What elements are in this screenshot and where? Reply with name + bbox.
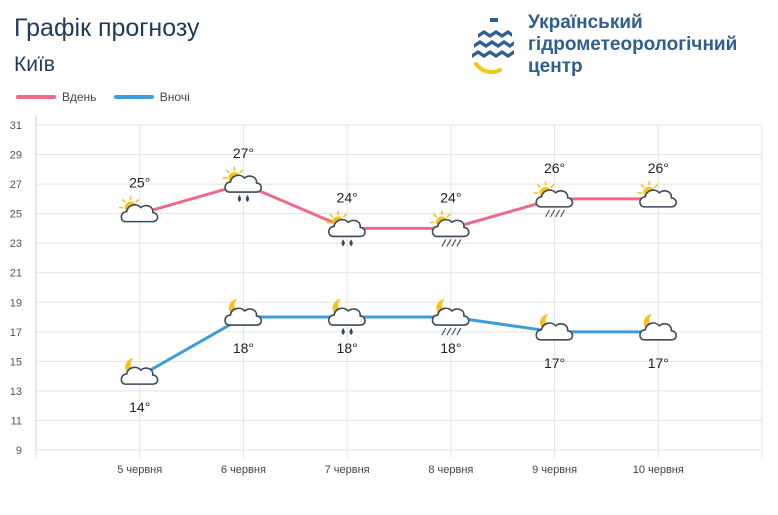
sun-ray	[654, 184, 658, 189]
moon-cloud-icon	[224, 299, 263, 326]
data-label: 18°	[233, 340, 254, 356]
legend-swatch-night	[113, 95, 154, 99]
y-tick-label: 27	[10, 179, 22, 191]
logo-text: Український гідрометеорологічний центр	[528, 12, 738, 77]
raindrop-icon	[245, 195, 250, 202]
cloud-icon	[639, 189, 677, 208]
drizzle-line	[555, 209, 561, 218]
data-label: 14°	[129, 399, 150, 415]
sun-cloud-rain-icon	[222, 166, 263, 202]
data-label: 24°	[440, 189, 461, 205]
raindrop-icon	[349, 327, 353, 335]
data-label: 24°	[337, 189, 358, 205]
drizzle-line	[550, 209, 556, 218]
page-title: Графік прогнозу	[14, 14, 200, 42]
legend-label-night: Вночі	[159, 90, 190, 104]
sun-ray	[342, 213, 347, 218]
drizzle-line	[451, 239, 457, 247]
data-label: 18°	[440, 340, 461, 356]
cloud-icon	[431, 218, 470, 238]
raindrop-icon	[341, 239, 345, 247]
drizzle-line	[545, 209, 551, 218]
data-label: 26°	[648, 160, 669, 176]
x-tick-label: 5 червня	[117, 464, 162, 476]
sun-ray	[225, 169, 230, 174]
cloud-icon	[327, 307, 366, 326]
legend-item-day[interactable]: Вдень	[16, 90, 96, 104]
cloud-icon	[120, 204, 159, 223]
cloud-icon	[224, 174, 263, 193]
sun-cloud-drizzle-icon	[533, 181, 574, 218]
sun-ray	[433, 213, 438, 218]
sun-ray	[536, 184, 541, 189]
sun-ray	[135, 199, 140, 203]
sun-ray	[640, 184, 645, 189]
sun-cloud-drizzle-icon	[430, 210, 470, 247]
sun-ray	[239, 169, 244, 174]
data-label: 18°	[337, 340, 358, 356]
series-line-night	[138, 315, 659, 378]
sun-ray	[446, 213, 451, 218]
y-tick-label: 13	[10, 386, 22, 398]
data-label: 17°	[648, 355, 669, 371]
y-tick-label: 11	[11, 415, 22, 427]
chart-legend: Вдень Вночі	[16, 88, 204, 104]
x-tick-label: 8 червня	[428, 464, 473, 476]
drizzle-line	[451, 327, 457, 336]
y-tick-label: 17	[10, 327, 22, 339]
drizzle-line	[441, 327, 447, 336]
y-tick-label: 15	[10, 356, 22, 368]
sun-cloud-icon	[637, 181, 677, 208]
raindrop-icon	[237, 195, 242, 202]
data-label: 17°	[544, 355, 565, 371]
sun-ray	[122, 199, 126, 203]
raindrop-icon	[341, 327, 345, 335]
drizzle-line	[456, 239, 462, 247]
cloud-icon	[224, 307, 263, 326]
moon-cloud-icon	[639, 313, 677, 341]
y-tick-label: 29	[10, 150, 22, 162]
y-tick-label: 31	[10, 120, 22, 132]
y-tick-label: 9	[16, 445, 22, 457]
moon-cloud-drizzle-icon	[431, 299, 470, 336]
legend-label-day: Вдень	[62, 90, 97, 104]
logo-drop-icon	[470, 14, 518, 76]
x-tick-label: 9 червня	[532, 464, 577, 476]
drizzle-line	[446, 239, 452, 247]
data-label: 26°	[544, 160, 565, 176]
cloud-icon	[535, 189, 574, 208]
drizzle-line	[441, 239, 447, 247]
sun-cloud-rain-icon	[326, 210, 366, 247]
sun-ray	[550, 184, 555, 189]
cloud-icon	[639, 322, 677, 341]
cloud-icon	[431, 307, 470, 326]
y-tick-label: 23	[10, 238, 22, 250]
y-tick-label: 21	[10, 268, 22, 280]
data-label: 27°	[233, 145, 254, 161]
x-tick-label: 6 червня	[221, 464, 266, 476]
legend-swatch-day	[16, 95, 56, 99]
x-tick-label: 10 червня	[633, 464, 684, 476]
moon-cloud-rain-icon	[327, 299, 366, 335]
cloud-icon	[535, 322, 574, 341]
x-tick-label: 7 червня	[325, 464, 370, 476]
raindrop-icon	[349, 239, 353, 247]
drizzle-line	[560, 209, 566, 218]
drizzle-line	[456, 327, 462, 336]
cloud-icon	[120, 366, 159, 385]
legend-item-night[interactable]: Вночі	[113, 90, 190, 104]
city-name: Київ	[14, 53, 55, 76]
cloud-icon	[327, 218, 366, 238]
sun-cloud-icon	[118, 195, 159, 223]
moon-cloud-icon	[120, 358, 159, 385]
drizzle-line	[446, 327, 452, 336]
y-tick-label: 19	[10, 297, 22, 309]
y-tick-label: 25	[10, 209, 22, 221]
data-label: 25°	[129, 175, 150, 191]
series-line-day	[139, 182, 659, 230]
moon-cloud-icon	[535, 313, 574, 341]
sun-ray	[329, 213, 334, 218]
logo: Український гідрометеорологічний центр	[466, 12, 766, 82]
